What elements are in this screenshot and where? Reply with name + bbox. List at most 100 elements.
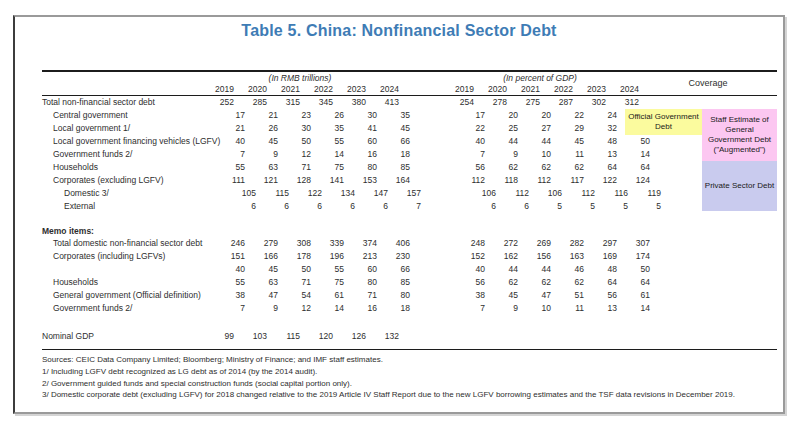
value-cell: 6: [322, 200, 355, 213]
row-label: Households: [42, 276, 212, 289]
value-cell: 128: [278, 174, 311, 187]
value-cell: 21: [245, 109, 278, 122]
value-cell: 48: [584, 135, 617, 148]
value-cell: 151: [212, 250, 245, 263]
cell-group: 252285315345380413: [201, 96, 399, 109]
value-cell: 45: [551, 135, 584, 148]
row-label: Corporates (excluding LGFV): [42, 174, 212, 187]
value-cell: 279: [245, 237, 278, 250]
value-cell: 47: [245, 289, 278, 302]
value-cell: 71: [278, 161, 311, 174]
footnote: 3/ Domestic corporate debt (excluding LG…: [42, 389, 766, 401]
value-cell: 54: [278, 289, 311, 302]
value-cell: 118: [485, 174, 518, 187]
value-cell: 7: [212, 148, 245, 161]
value-cell: 71: [344, 289, 377, 302]
value-cell: 174: [617, 250, 650, 263]
value-cell: 18: [377, 148, 410, 161]
table-row: Government funds 2/79121416187910111314: [42, 148, 777, 161]
value-cell: 62: [551, 161, 584, 174]
value-cell: 22: [551, 109, 584, 122]
value-cell: 66: [377, 263, 410, 276]
value-cell: 12: [278, 148, 311, 161]
value-cell: 16: [344, 302, 377, 315]
cell-group: [441, 330, 639, 343]
value-cell: 26: [311, 109, 344, 122]
value-cell: 50: [617, 263, 650, 276]
value-cell: 26: [245, 122, 278, 135]
value-cell: 22: [452, 122, 485, 135]
row-label: Local government financing vehicles (LGF…: [42, 135, 212, 148]
coverage-private-sector-debt: Private Sector Debt: [702, 161, 777, 211]
value-cell: 196: [311, 250, 344, 263]
row-label: Government funds 2/: [42, 302, 212, 315]
value-cell: 64: [584, 276, 617, 289]
value-cell: 62: [518, 161, 551, 174]
value-cell: 25: [485, 122, 518, 135]
column-gap: [399, 96, 441, 109]
value-cell: 5: [595, 200, 628, 213]
value-cell: 112: [518, 174, 551, 187]
table-row: 404550556066404444464850: [42, 263, 777, 276]
table-figure-frame: Table 5. China: Nonfinancial Sector Debt…: [13, 15, 785, 414]
value-cell: 6: [496, 200, 529, 213]
value-cell: 282: [551, 237, 584, 250]
value-cell: 64: [584, 161, 617, 174]
value-cell: 41: [344, 122, 377, 135]
value-cell: 62: [518, 276, 551, 289]
row-label: Domestic 3/: [42, 187, 223, 200]
cell-group: 556371758085: [212, 161, 410, 174]
value-cell: 153: [344, 174, 377, 187]
cell-group: 404550556066: [212, 263, 410, 276]
value-cell: 55: [212, 276, 245, 289]
row-label: Total non-financial sector debt: [42, 96, 201, 109]
value-cell: 120: [300, 330, 333, 343]
value-cell: 62: [551, 276, 584, 289]
cell-group: 404444454850: [452, 135, 650, 148]
value-cell: 55: [212, 161, 245, 174]
value-cell: 80: [344, 161, 377, 174]
value-cell: 269: [518, 237, 551, 250]
value-cell: 115: [267, 330, 300, 343]
value-cell: 64: [617, 161, 650, 174]
value-cell: 302: [573, 96, 606, 109]
value-cell: 50: [278, 263, 311, 276]
value-cell: [540, 330, 573, 343]
value-cell: 6: [256, 200, 289, 213]
cell-group: 566262626464: [452, 161, 650, 174]
value-cell: 339: [311, 237, 344, 250]
row-label: Total domestic non-financial sector debt: [42, 237, 212, 250]
cell-group: 556371758085: [212, 276, 410, 289]
table-row: Households556371758085566262626464: [42, 161, 777, 174]
value-cell: 119: [628, 187, 661, 200]
value-cell: 45: [485, 289, 518, 302]
value-cell: 85: [377, 276, 410, 289]
value-cell: 23: [278, 109, 311, 122]
value-cell: 115: [256, 187, 289, 200]
value-cell: 21: [212, 122, 245, 135]
value-cell: 14: [617, 302, 650, 315]
table-row: Corporates (excluding LGFV)1111211281411…: [42, 174, 777, 187]
value-cell: 63: [245, 161, 278, 174]
value-cell: 122: [584, 174, 617, 187]
value-cell: 71: [278, 276, 311, 289]
column-gap: [410, 109, 452, 122]
value-cell: [507, 330, 540, 343]
cell-group: 404550556066: [212, 135, 410, 148]
cell-group: 7910111314: [452, 302, 650, 315]
value-cell: 163: [551, 250, 584, 263]
value-cell: 169: [584, 250, 617, 263]
header-coverage: Coverage: [639, 72, 777, 94]
value-cell: 27: [518, 122, 551, 135]
value-cell: 117: [551, 174, 584, 187]
value-cell: 122: [289, 187, 322, 200]
footnote: 2/ Government guided funds and special c…: [42, 378, 766, 390]
value-cell: 152: [452, 250, 485, 263]
value-cell: 62: [485, 161, 518, 174]
table-row: Domestic 3/10511512213414715710611210611…: [42, 187, 777, 200]
value-cell: 246: [212, 237, 245, 250]
value-cell: 297: [584, 237, 617, 250]
value-cell: 11: [551, 148, 584, 161]
value-cell: 124: [617, 174, 650, 187]
value-cell: 35: [311, 122, 344, 135]
